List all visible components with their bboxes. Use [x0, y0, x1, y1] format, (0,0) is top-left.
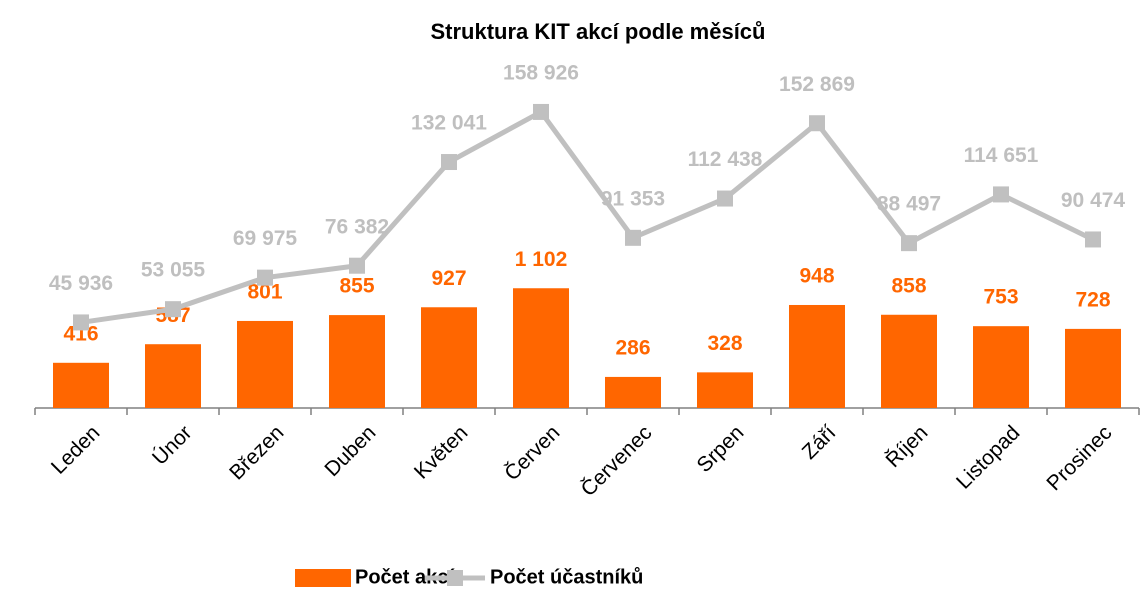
bar — [421, 307, 477, 408]
bar-value-label: 801 — [247, 281, 282, 304]
line-marker — [993, 186, 1009, 203]
bar — [329, 315, 385, 408]
line-marker — [73, 314, 89, 331]
line-value-label: 91 353 — [601, 187, 665, 210]
bar — [605, 376, 661, 408]
bar-value-label: 858 — [891, 274, 926, 297]
line-value-label: 53 055 — [141, 259, 206, 282]
legend-label: Počet účastníků — [490, 566, 643, 588]
line-marker — [1085, 231, 1101, 248]
line-value-label: 152 869 — [779, 73, 855, 96]
line-value-label: 69 975 — [233, 227, 298, 250]
x-tick-label: Únor — [148, 421, 196, 469]
x-tick-label: Září — [798, 421, 841, 464]
line-marker — [625, 229, 641, 246]
x-tick-label: Duben — [320, 421, 380, 481]
x-tick-label: Říjen — [882, 421, 933, 472]
line-value-label: 90 474 — [1061, 189, 1126, 212]
line-value-label: 45 936 — [49, 272, 113, 295]
bar — [53, 362, 109, 408]
bar — [881, 314, 937, 408]
line-value-label: 112 438 — [688, 148, 763, 171]
line-marker — [349, 257, 365, 274]
x-tick-label: Listopad — [952, 421, 1024, 493]
bar-value-label: 927 — [431, 267, 466, 290]
x-tick-label: Leden — [47, 421, 105, 479]
bar — [973, 326, 1029, 408]
line-marker — [165, 301, 181, 318]
bar-value-label: 855 — [339, 275, 374, 298]
chart-title: Struktura KIT akcí podle měsíců — [431, 19, 766, 44]
x-tick-label: Květen — [410, 421, 473, 484]
bar-value-label: 416 — [63, 322, 98, 345]
line-value-label: 114 651 — [964, 144, 1039, 167]
bar — [697, 372, 753, 408]
x-tick-label: Srpen — [693, 421, 749, 477]
bar-value-label: 753 — [983, 286, 1018, 309]
line-marker — [441, 154, 457, 171]
bar-value-label: 328 — [707, 332, 742, 355]
bar-value-label: 728 — [1075, 288, 1110, 311]
x-tick-label: Červen — [500, 421, 564, 485]
line-marker — [717, 190, 733, 207]
line-marker — [901, 235, 917, 252]
bar-value-label: 286 — [615, 336, 650, 359]
bar — [237, 320, 293, 408]
line-marker — [533, 103, 549, 120]
line-value-label: 158 926 — [503, 61, 579, 84]
bar — [1065, 328, 1121, 408]
line — [80, 108, 1095, 325]
line-value-label: 88 497 — [877, 193, 941, 216]
x-tick-label: Březen — [225, 421, 288, 484]
line-value-label: 132 041 — [411, 112, 487, 135]
line-marker — [257, 269, 273, 286]
legend-marker — [447, 570, 463, 586]
line-marker — [809, 115, 825, 132]
x-tick-label: Červenec — [577, 421, 657, 501]
legend-label: Počet akcí — [355, 566, 455, 588]
bar — [145, 344, 201, 408]
bar-value-label: 1 102 — [515, 248, 568, 271]
bar — [513, 288, 569, 408]
bar — [789, 304, 845, 408]
x-tick-label: Prosinec — [1042, 421, 1116, 495]
bar-value-label: 948 — [799, 265, 834, 288]
legend-swatch — [295, 569, 351, 587]
line-value-label: 76 382 — [325, 215, 389, 238]
